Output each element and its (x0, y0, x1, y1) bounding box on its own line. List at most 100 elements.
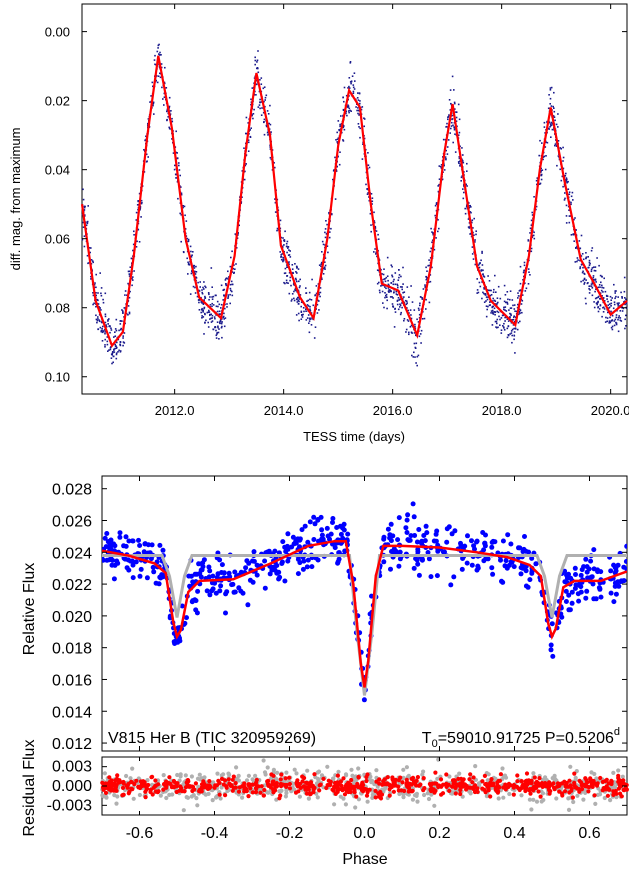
light-curve-point (625, 325, 627, 327)
residual-point-ellipsoidal (491, 781, 496, 786)
light-curve-point (226, 303, 228, 305)
light-curve-point (540, 174, 543, 177)
light-curve-point (454, 108, 456, 110)
light-curve-point (149, 101, 151, 103)
light-curve-point (548, 128, 550, 130)
light-curve-point (288, 249, 290, 251)
x-tick-label: 0.0 (353, 825, 375, 842)
light-curve-point (223, 318, 225, 320)
phased-flux-point (312, 521, 318, 527)
light-curve-point (428, 259, 430, 261)
phased-flux-point (393, 548, 399, 554)
light-curve-point (482, 275, 485, 277)
residual-point-eclipse-only (370, 778, 375, 783)
residual-point-eclipse-only (429, 792, 434, 797)
phased-flux-point (426, 556, 432, 562)
residual-point-ellipsoidal (488, 794, 493, 799)
light-curve-point (249, 129, 251, 131)
light-curve-point (249, 136, 252, 138)
light-curve-point (201, 302, 203, 304)
light-curve-point (548, 94, 550, 96)
light-curve-point (291, 268, 294, 270)
light-curve-point (580, 255, 583, 257)
light-curve-point (585, 252, 587, 254)
phased-flux-point (217, 557, 223, 563)
light-curve-point (406, 286, 409, 288)
light-curve-point (268, 122, 270, 125)
light-curve-point (591, 287, 594, 289)
light-curve-point (180, 192, 182, 195)
residual-point-ellipsoidal (271, 773, 276, 778)
light-curve-point (400, 275, 402, 278)
light-curve-point (319, 287, 322, 289)
light-curve-point (211, 320, 214, 322)
light-curve-point (299, 294, 302, 296)
light-curve-point (579, 266, 582, 268)
light-curve-point (447, 118, 449, 121)
light-curve-point (512, 318, 515, 321)
residual-point-ellipsoidal (250, 790, 255, 795)
phased-flux-point (404, 517, 410, 523)
residual-point-ellipsoidal (356, 775, 361, 780)
light-curve-point (309, 310, 312, 312)
residual-point-ellipsoidal (341, 776, 346, 781)
light-curve-point (450, 125, 453, 127)
light-curve-point (445, 126, 447, 128)
light-curve-point (375, 253, 377, 255)
residual-point-eclipse-only (404, 765, 409, 770)
light-curve-point (499, 297, 502, 300)
residual-point-eclipse-only (331, 776, 336, 781)
residual-point-ellipsoidal (586, 789, 591, 794)
phased-flux-point (516, 545, 521, 551)
light-curve-point (104, 315, 107, 318)
light-curve-point (132, 276, 134, 278)
light-curve-point (115, 352, 118, 354)
light-curve-point (608, 303, 611, 305)
light-curve-point (470, 232, 472, 235)
light-curve-point (393, 326, 396, 328)
phased-flux-point (250, 579, 256, 585)
residual-point-eclipse-only (191, 793, 196, 798)
light-curve-point (450, 103, 452, 105)
phased-flux-point (210, 586, 216, 592)
light-curve-point (496, 297, 499, 299)
residual-point-ellipsoidal (485, 784, 490, 789)
light-curve-point (207, 326, 210, 328)
light-curve-point (343, 86, 346, 89)
bot-y-axis-label: Residual Flux (21, 740, 38, 837)
residual-point-ellipsoidal (129, 779, 134, 784)
light-curve-point (115, 345, 117, 347)
light-curve-point (591, 247, 594, 249)
light-curve-point (384, 286, 386, 288)
light-curve-point (403, 291, 406, 293)
light-curve-point (452, 141, 454, 144)
phased-flux-point (389, 549, 394, 554)
phased-flux-point (207, 568, 213, 574)
light-curve-point (152, 102, 155, 104)
residual-point-ellipsoidal (246, 782, 251, 787)
light-curve-point (243, 147, 245, 149)
light-curve-point (399, 313, 402, 316)
residual-point-ellipsoidal (226, 777, 231, 782)
light-curve-point (376, 269, 379, 271)
light-curve-point (597, 306, 600, 308)
light-curve-point (483, 286, 485, 289)
residual-point-ellipsoidal (385, 775, 390, 780)
light-curve-point (186, 237, 189, 240)
residual-point-eclipse-only (215, 771, 220, 776)
residual-point-ellipsoidal (618, 784, 624, 789)
light-curve-point (390, 290, 392, 292)
light-curve-point (293, 290, 295, 293)
phased-flux-point (533, 561, 539, 567)
light-curve-point (288, 263, 290, 266)
light-curve-point (617, 316, 620, 319)
light-curve-point (85, 224, 88, 226)
light-curve-point (145, 135, 147, 138)
phased-flux-point (160, 547, 166, 553)
residual-point-eclipse-only (447, 774, 452, 779)
light-curve-point (133, 230, 135, 233)
residual-point-ellipsoidal (364, 778, 369, 784)
light-curve-point (607, 307, 610, 309)
light-curve-point (503, 300, 506, 303)
phased-flux-point (505, 532, 511, 538)
